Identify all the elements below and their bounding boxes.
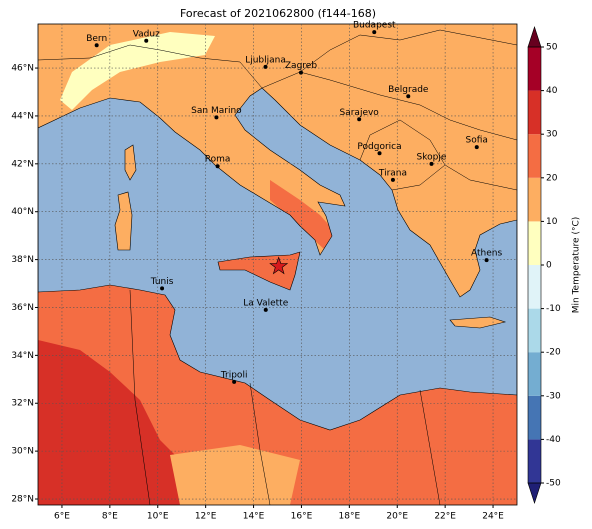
x-tick-label: 24°E — [482, 512, 504, 522]
city-label: Skopje — [417, 152, 447, 162]
alps-zone — [60, 32, 215, 110]
x-tick-label: 14°E — [243, 512, 265, 522]
plot-frame — [37, 23, 518, 506]
city-dot — [263, 64, 268, 69]
city-label: Budapest — [353, 21, 396, 31]
colorbar-tick-label: -10 — [546, 304, 561, 314]
colorbar-tick-label: 10 — [546, 217, 558, 227]
y-tick-label: 28°N — [11, 495, 34, 505]
city-dot — [214, 115, 219, 120]
x-tick-label: 20°E — [386, 512, 408, 522]
city-label: Athens — [471, 249, 502, 259]
city-label: Tirana — [378, 168, 407, 178]
city-dot — [377, 151, 382, 156]
y-tick-label: 34°N — [11, 351, 34, 361]
city-dot — [94, 43, 99, 48]
city-dot — [484, 258, 489, 263]
colorbar-segment — [528, 265, 541, 309]
colorbar-tick-label: -50 — [546, 479, 561, 489]
sardinia — [114, 191, 133, 251]
x-tick-label: 18°E — [339, 512, 361, 522]
colorbar-segment — [528, 177, 541, 222]
city-dot — [406, 94, 411, 99]
x-tick-label: 10°E — [147, 512, 169, 522]
x-tick-label: 12°E — [195, 512, 217, 522]
colorbar-tick-label: -30 — [546, 391, 561, 401]
y-tick-label: 36°N — [11, 303, 34, 313]
crete — [449, 316, 507, 329]
y-tick-label: 42°N — [11, 159, 34, 169]
city-label: Ljubljana — [245, 55, 286, 65]
colorbar-segment — [528, 352, 541, 396]
city-dot — [357, 117, 362, 122]
colorbar-tick-label: 0 — [546, 261, 552, 271]
colorbar-label: Min Temperature (°C) — [572, 217, 582, 314]
colorbar-tick-label: -20 — [546, 348, 561, 358]
italy-south-zone — [270, 180, 335, 250]
city-label: Sofia — [466, 136, 488, 146]
colorbar-segment — [528, 47, 541, 91]
corsica — [124, 144, 137, 181]
city-label: Tunis — [150, 277, 174, 287]
city-label: Belgrade — [388, 85, 429, 95]
city-label: Zagreb — [285, 61, 317, 71]
y-tick-label: 46°N — [11, 64, 34, 74]
hot-zone — [38, 340, 215, 505]
colorbar-under — [527, 482, 542, 504]
y-tick-label: 38°N — [11, 255, 34, 265]
city-dot — [474, 145, 479, 150]
colorbar-segment — [528, 395, 541, 440]
city-label: Podgorica — [357, 142, 401, 152]
city-label: Vaduz — [133, 29, 160, 39]
colorbar-segment — [528, 221, 541, 265]
x-tick-label: 16°E — [291, 512, 313, 522]
colorbar-segment — [528, 308, 541, 353]
colorbar-tick-label: 50 — [546, 43, 558, 53]
city-label: San Marino — [191, 106, 242, 116]
map-layers — [38, 24, 517, 505]
city-dot — [160, 286, 165, 291]
city-label: Roma — [205, 155, 231, 165]
colorbar-segment — [528, 134, 541, 178]
y-tick-label: 32°N — [11, 399, 34, 409]
title: Forecast of 2021062800 (f144-168) — [180, 7, 376, 20]
colorbar-tick-label: 40 — [546, 86, 558, 96]
city-label: La Valette — [243, 298, 288, 308]
y-tick-label: 40°N — [11, 207, 34, 217]
colorbar-segment — [528, 439, 541, 483]
event-marker — [269, 256, 289, 275]
colorbar-over — [527, 26, 542, 48]
city-label: Sarajevo — [340, 108, 380, 118]
city-dot — [215, 164, 220, 169]
colorbar-tick-label: -40 — [546, 435, 561, 445]
x-tick-label: 8°E — [102, 512, 118, 522]
country-borders — [38, 29, 517, 505]
city-dot — [263, 307, 268, 312]
y-tick-label: 30°N — [11, 447, 34, 457]
city-dot — [372, 30, 377, 35]
city-label: Bern — [86, 34, 107, 44]
city-dot — [232, 379, 237, 384]
city-dot — [429, 161, 434, 166]
colorbar-tick-label: 30 — [546, 130, 558, 140]
x-tick-label: 22°E — [434, 512, 456, 522]
city-dot — [144, 38, 149, 43]
city-dot — [298, 70, 303, 75]
colorbar-tick-label: 20 — [546, 173, 558, 183]
city-label: Tripoli — [220, 370, 248, 380]
city-dot — [390, 177, 395, 182]
y-tick-label: 44°N — [11, 111, 34, 121]
colorbar-segment — [528, 90, 541, 135]
x-tick-label: 6°E — [54, 512, 70, 522]
